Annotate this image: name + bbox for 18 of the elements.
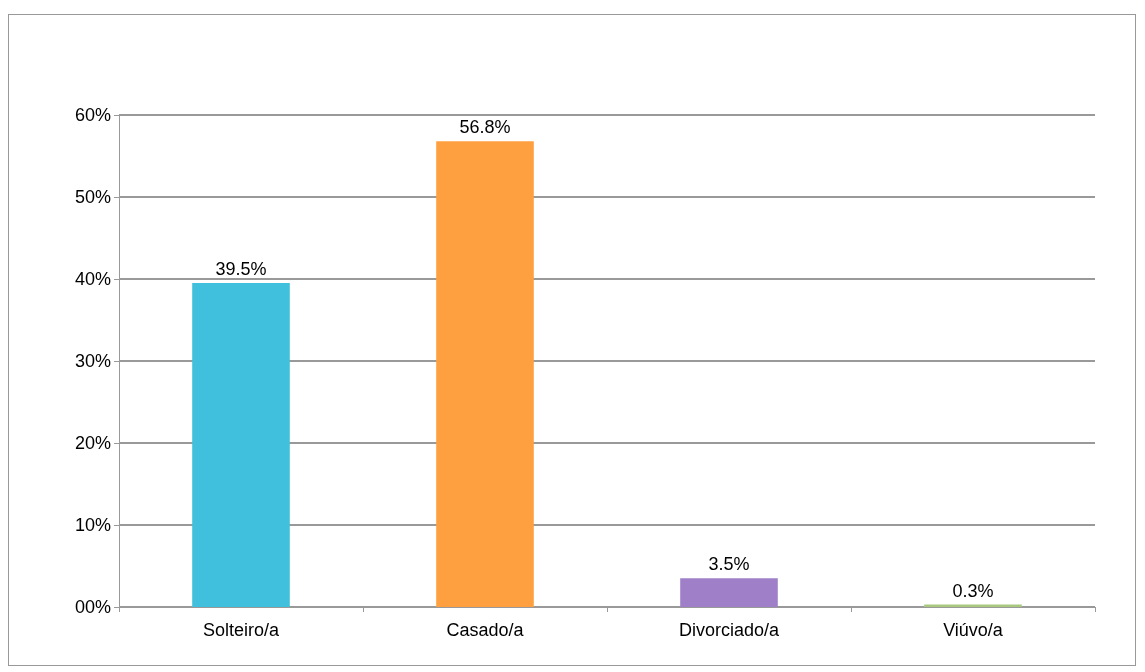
x-tick-label: Casado/a	[446, 620, 525, 640]
y-tick-label: 30%	[74, 351, 111, 371]
bar	[680, 578, 778, 607]
bar	[436, 141, 534, 607]
y-tick-label: 40%	[74, 269, 111, 289]
x-tick-label: Divorciado/a	[678, 620, 781, 640]
x-tick-label: Solteiro/a	[202, 620, 281, 640]
bar	[192, 283, 290, 607]
data-label: 56.8%	[459, 117, 511, 138]
y-tick-label: 60%	[74, 105, 111, 125]
y-tick-label: 00%	[74, 597, 111, 617]
data-label: 3.5%	[708, 554, 750, 575]
y-tick-label: 50%	[74, 187, 111, 207]
x-tick-label: Viúvo/a	[943, 620, 1004, 640]
y-tick-label: 20%	[74, 433, 111, 453]
data-label: 0.3%	[952, 580, 994, 601]
data-label: 39.5%	[215, 259, 267, 280]
y-tick-label: 10%	[74, 515, 111, 535]
